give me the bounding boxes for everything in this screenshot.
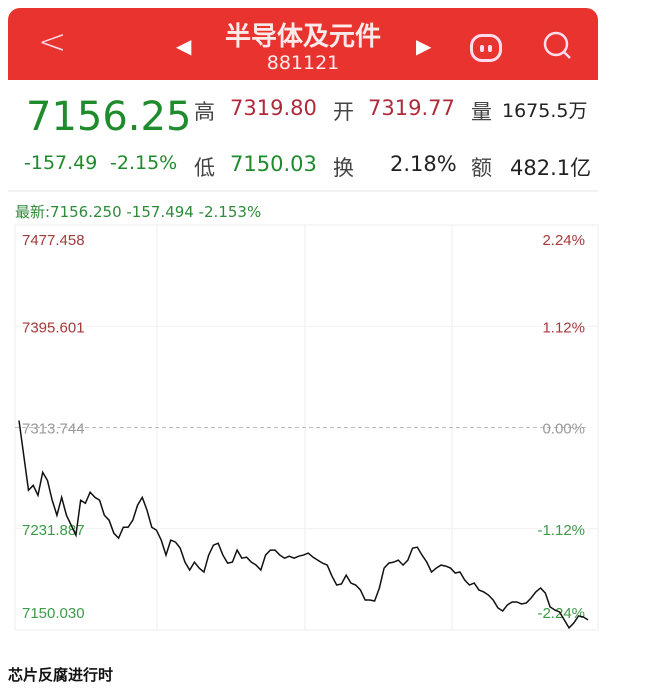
y-tick-label: 7313.744: [22, 421, 85, 438]
high-value: 7319.80: [230, 96, 317, 120]
stock-code: 881121: [266, 52, 340, 74]
divider: [8, 190, 598, 192]
low-label: 低: [194, 156, 215, 180]
price-line: [18, 420, 589, 630]
y-tick-label: 7395.601: [22, 319, 85, 336]
high-label: 高: [194, 100, 215, 124]
pct-tick-label: 0.00%: [542, 421, 585, 438]
change-pct: -2.15%: [110, 152, 178, 174]
latest-readout: 最新:7156.250 -157.494 -2.153%: [15, 203, 262, 221]
volume-value: 1675.5万: [502, 100, 588, 122]
pct-tick-label: 1.12%: [542, 319, 585, 336]
open-label: 开: [333, 100, 354, 124]
change: -157.49: [24, 152, 98, 174]
search-icon[interactable]: [542, 30, 572, 60]
y-tick-label: 7231.887: [22, 522, 85, 539]
page-title: 半导体及元件: [224, 22, 381, 52]
triangle-right-icon[interactable]: ▶: [416, 34, 432, 58]
amount-label: 额: [471, 156, 492, 180]
triangle-left-icon[interactable]: ◀: [176, 34, 192, 58]
caption: 芯片反腐进行时: [8, 666, 114, 684]
pct-tick-label: 2.24%: [542, 232, 585, 249]
chevron-left-icon[interactable]: <: [38, 22, 67, 62]
volume-label: 量: [471, 100, 492, 124]
open-value: 7319.77: [368, 96, 455, 120]
robot-icon[interactable]: [470, 34, 502, 62]
y-tick-label: 7477.458: [22, 232, 85, 249]
turnover-label: 换: [333, 156, 354, 180]
quote-panel: 7156.25 -157.49 -2.15% 高 7319.80 开 7319.…: [8, 80, 598, 190]
turnover-value: 2.18%: [390, 152, 457, 176]
y-tick-label: 7150.030: [22, 605, 85, 622]
current-price: 7156.25: [26, 94, 192, 140]
low-value: 7150.03: [230, 152, 317, 176]
pct-tick-label: -1.12%: [537, 522, 585, 539]
top-bar: < ◀ 半导体及元件 881121 ▶: [8, 8, 598, 80]
amount-value: 482.1亿: [510, 156, 592, 180]
